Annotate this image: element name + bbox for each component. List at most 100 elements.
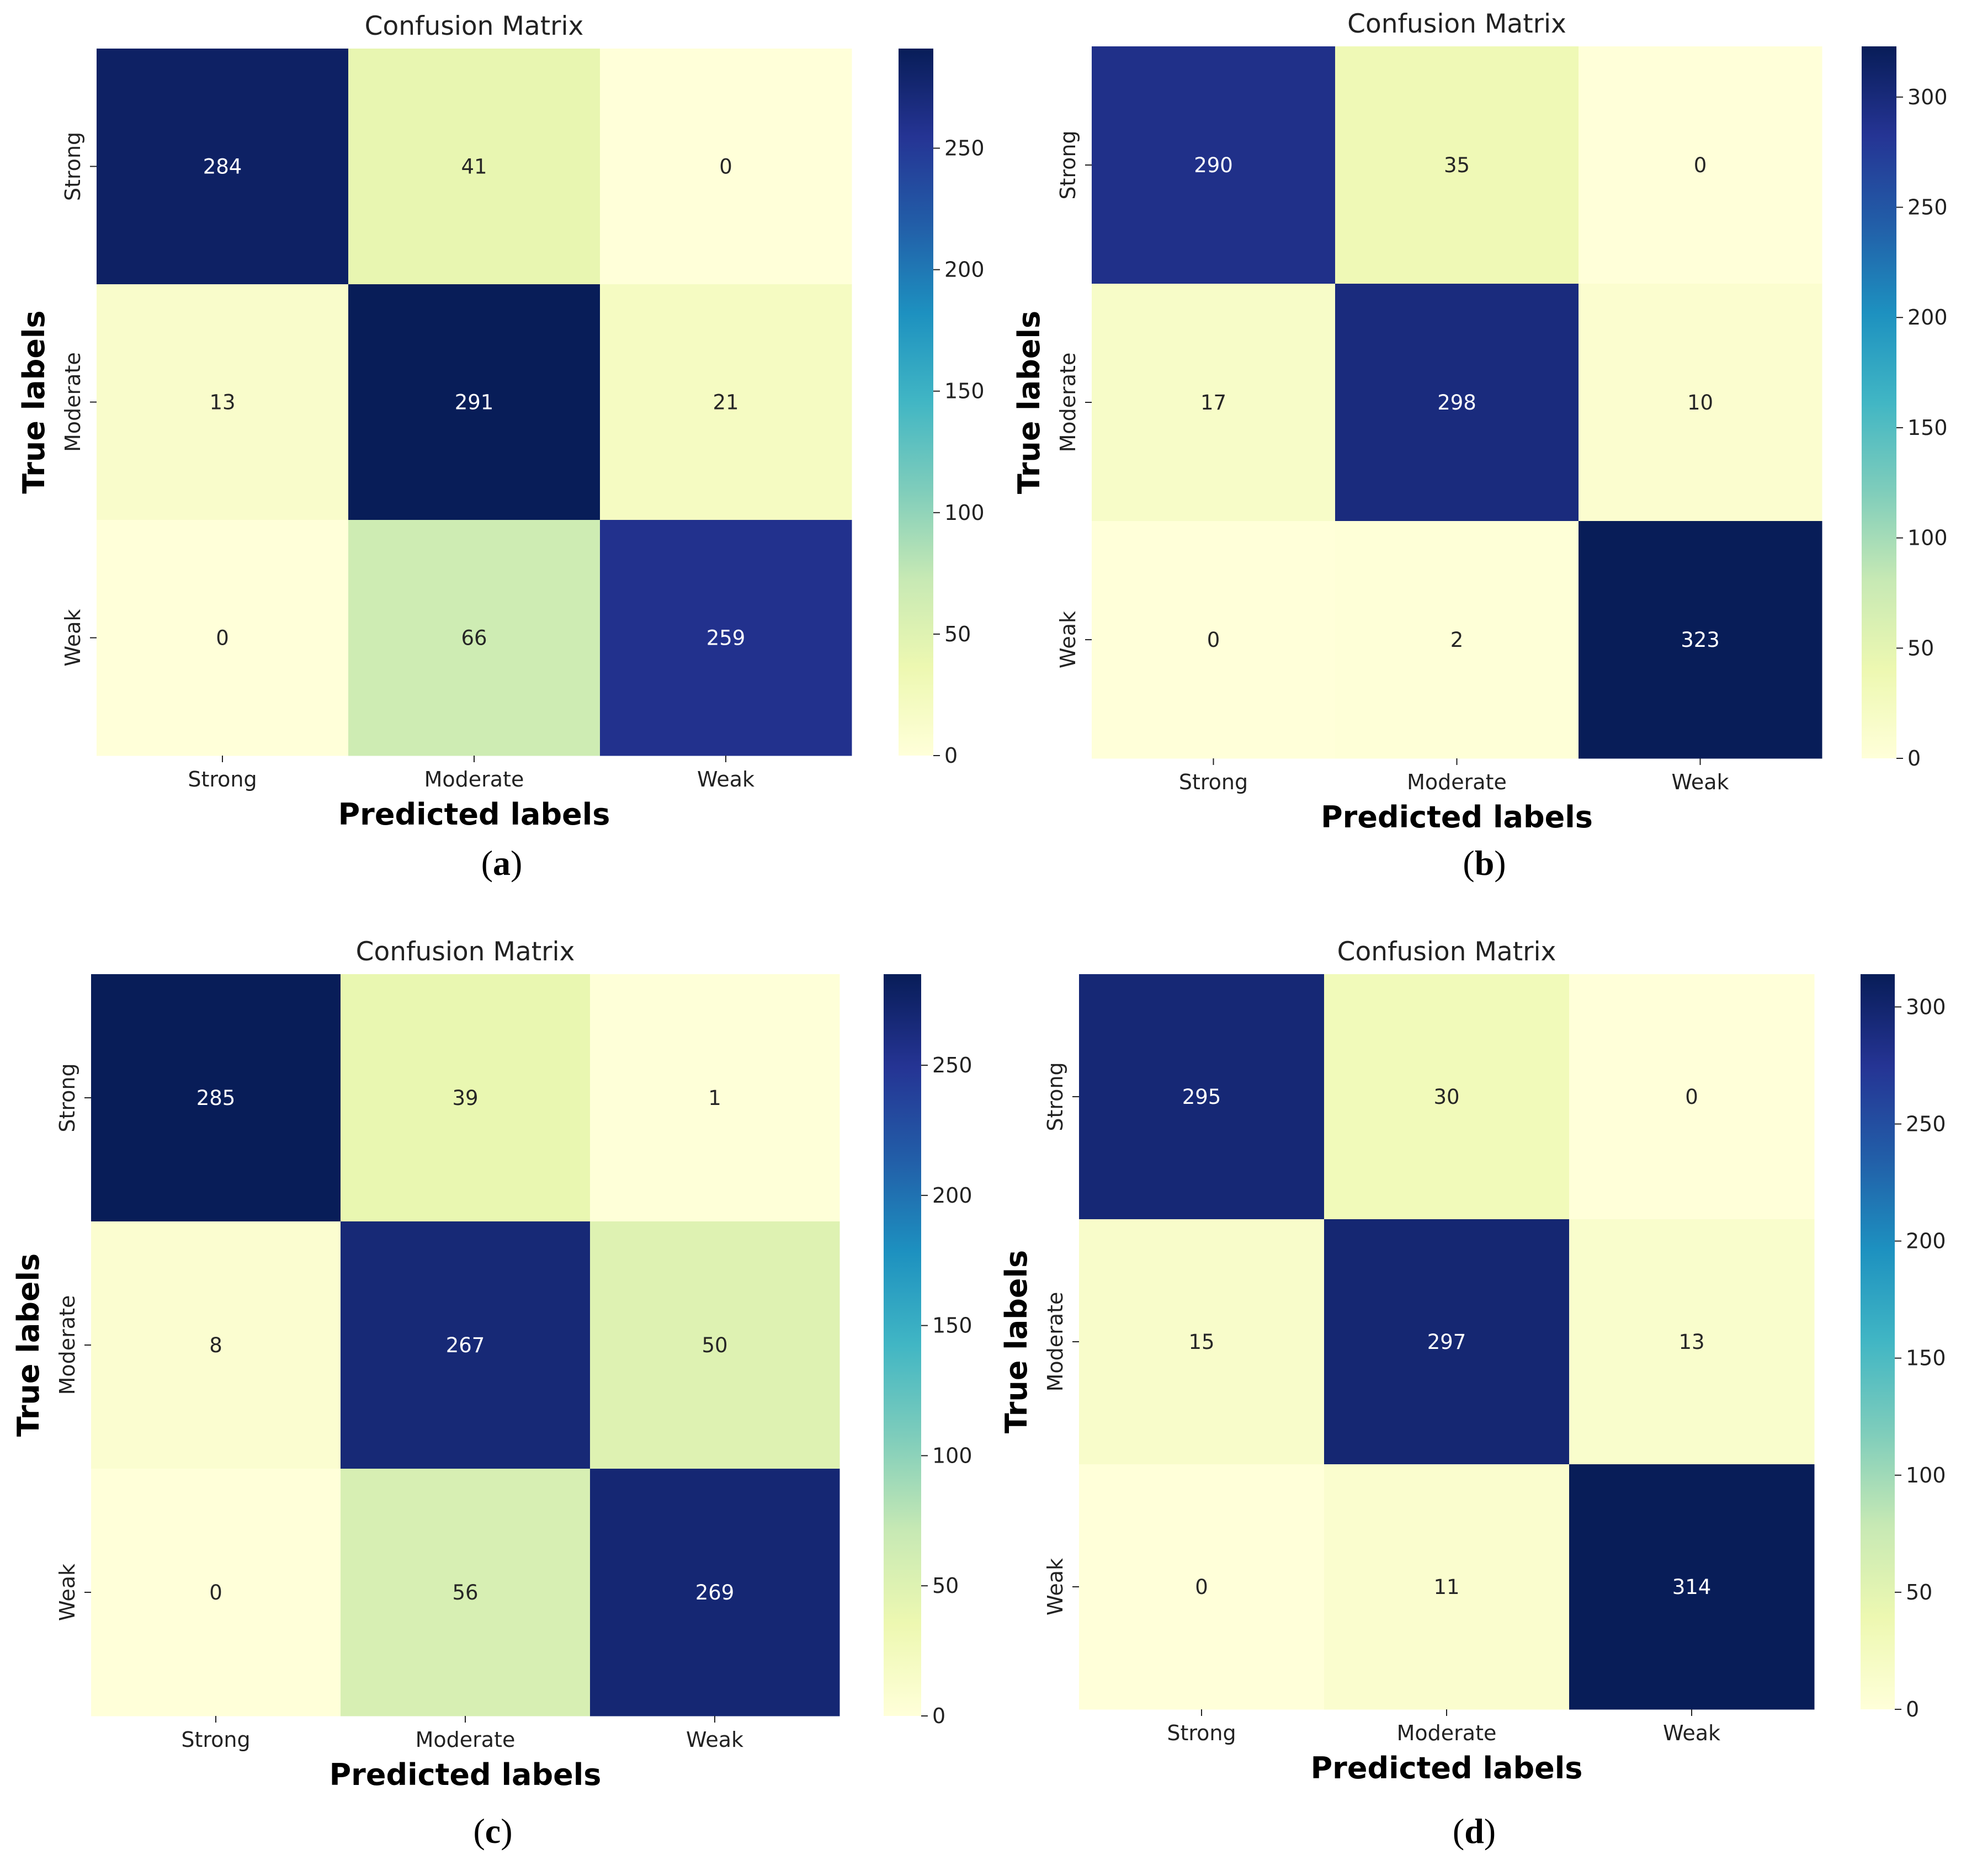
colorbar-tick-label: 0 — [1906, 1697, 1919, 1721]
colorbar-tick-label: 250 — [1906, 1112, 1946, 1136]
x-tick-label: Weak — [1671, 770, 1729, 794]
chart-title: Confusion Matrix — [1347, 9, 1566, 39]
y-axis-label: True labels — [999, 1250, 1034, 1433]
cell-value-label: 10 — [1687, 391, 1713, 414]
heatmap-cell — [1579, 521, 1822, 759]
heatmap-cell — [1569, 1219, 1815, 1465]
heatmap-cell — [1335, 46, 1579, 284]
panel-c: Confusion Matrix 285 39 1 8 267 50 0 56 269 Strong… — [11, 937, 972, 1851]
y-tick-label: Weak — [61, 609, 85, 666]
colorbar-tick-label: 150 — [1907, 416, 1948, 440]
x-tick-label: Weak — [1663, 1721, 1720, 1745]
cell-value-label: 35 — [1444, 153, 1470, 177]
cell-value-label: 297 — [1427, 1330, 1466, 1354]
y-tick-label: Moderate — [1056, 353, 1080, 453]
cell-value-label: 30 — [1433, 1085, 1459, 1109]
chart-title: Confusion Matrix — [1337, 937, 1556, 967]
x-tick-label: Moderate — [1407, 770, 1507, 794]
heatmap-cell — [1579, 46, 1822, 284]
cell-value-label: 0 — [719, 155, 732, 179]
cell-value-label: 39 — [452, 1086, 478, 1110]
panel-label: (a) — [481, 843, 523, 883]
heatmap-cell — [1579, 284, 1822, 522]
y-tick-label: Weak — [55, 1564, 79, 1621]
y-tick-label: Strong — [1056, 130, 1080, 199]
colorbar-tick-label: 0 — [1907, 746, 1921, 770]
heatmap-cell — [341, 1469, 591, 1716]
panel-label: (d) — [1453, 1811, 1496, 1851]
heatmap-cell — [590, 1469, 840, 1716]
cell-value-label: 0 — [209, 1581, 222, 1604]
colorbar — [1862, 46, 1896, 758]
colorbar-tick-label: 200 — [944, 258, 985, 282]
heatmap-cell — [1324, 1464, 1570, 1710]
x-tick-label: Strong — [181, 1728, 250, 1752]
y-axis-label: True labels — [17, 310, 51, 493]
heatmap-cell — [1079, 1219, 1325, 1465]
colorbar-tick-label: 150 — [932, 1314, 972, 1338]
y-tick-label: Moderate — [1043, 1292, 1067, 1392]
colorbar-tick-label: 250 — [932, 1053, 972, 1077]
heatmap-cell — [97, 49, 349, 285]
heatmap-cell — [341, 974, 591, 1222]
y-tick-label: Strong — [55, 1063, 79, 1132]
colorbar-tick-label: 200 — [932, 1183, 972, 1208]
x-tick-label: Strong — [1179, 770, 1248, 794]
cell-value-label: 50 — [702, 1333, 727, 1357]
heatmap-cell — [348, 49, 600, 285]
heatmap-cell — [1079, 1464, 1325, 1710]
cell-value-label: 13 — [1678, 1330, 1704, 1354]
cell-value-label: 298 — [1437, 391, 1476, 414]
cell-value-label: 13 — [209, 391, 235, 414]
x-tick-label: Moderate — [1397, 1721, 1497, 1745]
colorbar-tick-label: 200 — [1906, 1229, 1946, 1253]
x-tick-label: Strong — [1167, 1721, 1236, 1745]
y-tick-label: Weak — [1043, 1558, 1067, 1615]
cell-value-label: 66 — [461, 626, 487, 650]
y-axis-label: True labels — [1012, 311, 1046, 494]
cell-value-label: 314 — [1672, 1575, 1712, 1599]
y-tick-label: Weak — [1056, 611, 1080, 668]
cell-value-label: 0 — [1195, 1575, 1208, 1599]
heatmap-cell — [1092, 521, 1336, 759]
colorbar-tick-label: 200 — [1907, 305, 1948, 330]
colorbar-tick-label: 50 — [1906, 1580, 1932, 1604]
y-tick-label: Strong — [1043, 1062, 1067, 1131]
colorbar-tick-label: 150 — [1906, 1346, 1946, 1370]
colorbar — [1861, 974, 1895, 1709]
panel-a: Confusion Matrix 284 41 0 13 291 21 0 66 259 Stron… — [17, 11, 985, 883]
panel-label: (b) — [1463, 843, 1506, 883]
heatmap-cell — [97, 284, 349, 520]
heatmap-cell — [590, 1221, 840, 1469]
cell-value-label: 41 — [461, 155, 487, 179]
heatmap-cell — [1569, 974, 1815, 1220]
colorbar — [884, 974, 921, 1716]
colorbar-tick-label: 50 — [932, 1574, 959, 1598]
cell-value-label: 8 — [209, 1333, 222, 1357]
x-tick-label: Weak — [686, 1728, 743, 1752]
panel-label: (c) — [473, 1811, 512, 1851]
cell-value-label: 291 — [455, 391, 494, 414]
cell-value-label: 1 — [708, 1086, 721, 1110]
cell-value-label: 2 — [1450, 628, 1464, 652]
x-tick-label: Moderate — [424, 767, 524, 791]
chart-title: Confusion Matrix — [365, 11, 584, 41]
colorbar-tick-label: 150 — [944, 379, 985, 403]
x-tick-label: Strong — [188, 767, 257, 791]
x-tick-label: Weak — [697, 767, 754, 791]
colorbar-tick-label: 250 — [1907, 195, 1948, 220]
cell-value-label: 284 — [203, 155, 242, 179]
x-axis-label: Predicted labels — [338, 797, 610, 832]
cell-value-label: 295 — [1182, 1085, 1221, 1109]
heatmap-cell — [1569, 1464, 1815, 1710]
colorbar-tick-label: 100 — [1907, 526, 1948, 550]
heatmap-cell — [1092, 284, 1336, 522]
heatmap-cell — [1335, 521, 1579, 759]
x-axis-label: Predicted labels — [1321, 800, 1593, 835]
cell-value-label: 290 — [1194, 153, 1233, 177]
heatmap-cell — [1079, 974, 1325, 1220]
cell-value-label: 259 — [706, 626, 746, 650]
